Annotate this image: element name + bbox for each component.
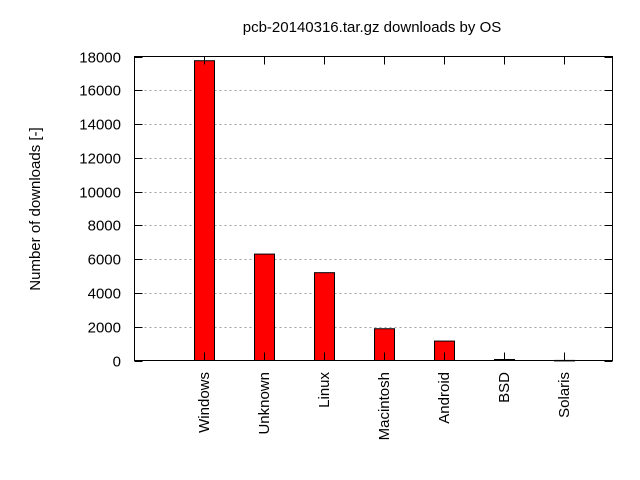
x-tick-label: Android — [436, 372, 453, 424]
bar-unknown — [254, 253, 275, 362]
y-axis-title: Number of downloads [-] — [27, 127, 44, 290]
x-tick-labels: Windows Unknown Linux Macintosh Android BSD So… — [196, 372, 573, 441]
chart-title: pcb-20140316.tar.gz downloads by OS — [243, 19, 502, 36]
y-tick-label: 18000 — [79, 50, 121, 67]
x-tick-label: BSD — [496, 372, 513, 403]
y-tick-label: 12000 — [79, 151, 121, 168]
plot-frame — [134, 56, 613, 361]
bar-linux — [314, 272, 335, 361]
y-tick-label: 2000 — [88, 320, 121, 337]
y-tick-label: 4000 — [88, 286, 121, 303]
y-tick-label: 6000 — [88, 252, 121, 269]
y-tick-label: 0 — [113, 354, 121, 371]
x-tick-label: Windows — [196, 372, 213, 433]
x-tick-label: Macintosh — [376, 372, 393, 440]
x-tick-label: Unknown — [256, 372, 273, 435]
bar-windows — [194, 60, 215, 361]
y-tick-label: 8000 — [88, 218, 121, 235]
bars — [194, 60, 575, 362]
axis-ticks — [134, 56, 613, 362]
y-tick-labels: 0 2000 4000 6000 8000 10000 12000 14000 16000 180… — [79, 50, 121, 371]
y-tick-label: 16000 — [79, 83, 121, 100]
y-tick-label: 14000 — [79, 117, 121, 134]
x-tick-label: Linux — [316, 372, 333, 408]
y-tick-label: 10000 — [79, 185, 121, 202]
x-tick-label: Solaris — [556, 372, 573, 418]
